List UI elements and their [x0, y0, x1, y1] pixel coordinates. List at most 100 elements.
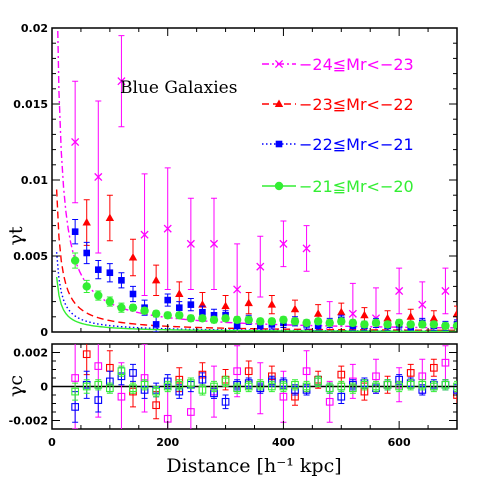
data-point	[441, 321, 450, 331]
data-point	[140, 230, 149, 239]
data-point	[233, 367, 241, 376]
data-point	[302, 318, 311, 328]
data-point	[452, 309, 457, 317]
data-point	[186, 314, 196, 323]
y-tick-label: 0.005	[13, 250, 48, 263]
data-point	[71, 228, 79, 235]
data-point	[128, 253, 138, 261]
data-point	[360, 310, 369, 319]
data-point	[290, 317, 300, 326]
data-point	[71, 387, 79, 396]
data-point	[210, 382, 218, 391]
data-point	[302, 244, 311, 253]
error-bar	[141, 344, 148, 413]
error-bar	[187, 386, 194, 429]
data-point	[152, 321, 160, 328]
error-bar	[326, 301, 333, 332]
data-point	[221, 377, 230, 386]
data-point	[233, 285, 242, 294]
data-point	[267, 317, 277, 326]
data-point	[221, 301, 230, 310]
data-point	[244, 315, 253, 325]
error-bar	[222, 394, 229, 410]
data-point	[290, 304, 300, 313]
data-point	[383, 320, 392, 329]
legend-marker	[274, 59, 284, 69]
data-point	[94, 362, 103, 370]
data-point	[314, 377, 322, 386]
data-point	[198, 375, 207, 384]
data-point	[372, 372, 380, 381]
data-point	[129, 369, 137, 377]
data-point	[441, 358, 450, 367]
data-point	[325, 318, 334, 328]
data-point	[175, 311, 184, 320]
data-point	[279, 239, 288, 248]
y-tick-label: 0.01	[21, 174, 48, 187]
data-point	[313, 309, 323, 317]
legend-label: −23≦Mr<−22	[299, 95, 414, 114]
data-point	[383, 380, 392, 389]
data-point	[267, 300, 277, 308]
data-point	[360, 320, 369, 329]
legend-label: −22≦Mr<−21	[299, 135, 414, 154]
data-point	[430, 382, 438, 391]
data-point	[430, 363, 438, 372]
data-point	[83, 249, 91, 257]
data-point	[314, 322, 322, 330]
data-point	[140, 380, 149, 389]
data-point	[233, 384, 241, 393]
data-point	[82, 218, 91, 226]
y-axis-title-lower: γc	[5, 375, 27, 397]
data-point	[82, 282, 91, 291]
data-point	[82, 350, 91, 359]
fit-curve-3	[55, 276, 457, 332]
data-point	[209, 239, 219, 248]
data-point	[187, 408, 195, 416]
data-point	[337, 382, 346, 391]
fit-curve-1	[55, 189, 457, 332]
data-point	[383, 313, 392, 322]
error-bar	[442, 345, 449, 381]
data-point	[70, 256, 80, 265]
lower-plot-layer	[52, 344, 457, 429]
data-point	[106, 269, 114, 277]
data-point	[129, 290, 137, 298]
data-point	[187, 301, 195, 308]
x-axis-title: Distance [h⁻¹ kpc]	[166, 455, 341, 477]
data-point	[452, 321, 457, 331]
data-point	[337, 392, 346, 401]
data-point	[279, 382, 288, 391]
data-point	[395, 382, 403, 391]
data-point	[291, 380, 299, 389]
data-point	[325, 397, 334, 406]
data-point	[151, 275, 161, 284]
data-point	[256, 322, 264, 330]
data-point	[163, 311, 172, 320]
data-point	[164, 296, 172, 304]
fit-curve-0	[57, 28, 457, 329]
data-point	[233, 322, 241, 330]
data-point	[406, 369, 415, 377]
data-point	[244, 382, 253, 391]
data-point	[221, 397, 230, 406]
data-point	[418, 320, 427, 329]
data-point	[152, 387, 160, 396]
data-point	[94, 380, 103, 389]
data-point	[163, 382, 172, 391]
data-point	[175, 304, 183, 311]
x-tick-label: 0	[48, 436, 56, 449]
y-tick-label: 0.002	[13, 347, 48, 360]
data-point	[348, 309, 357, 318]
error-bar	[130, 363, 136, 382]
data-point	[140, 306, 149, 315]
data-point	[175, 380, 184, 389]
data-point	[152, 401, 160, 410]
data-point	[348, 318, 358, 328]
data-point	[94, 266, 102, 273]
y-tick-label: 0	[40, 326, 48, 339]
data-point	[418, 380, 427, 389]
y-tick-label: 0.015	[13, 98, 48, 111]
error-bar	[95, 387, 102, 413]
